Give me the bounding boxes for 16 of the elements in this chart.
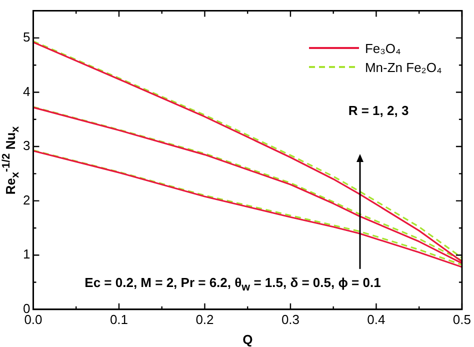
x-tick-label: 0.3 bbox=[281, 312, 300, 327]
y-tick-label: 0 bbox=[22, 300, 30, 316]
y-tick-label: 1 bbox=[22, 246, 30, 262]
x-axis-title: Q bbox=[242, 332, 253, 347]
y-tick-label: 2 bbox=[22, 192, 30, 208]
annotation: Ec = 0.2, M = 2, Pr = 6.2, θ$_{w}$ = 1.5, δ = 0.5, ϕ = 0.1 bbox=[84, 275, 381, 294]
legend-label: Fe₃O₄ bbox=[364, 40, 401, 56]
y-tick-label: 5 bbox=[22, 30, 30, 45]
annotation: R = 1, 2, 3 bbox=[348, 103, 409, 118]
x-tick-label: 0.4 bbox=[367, 312, 386, 327]
x-tick-label: 0.2 bbox=[196, 312, 214, 327]
legend-label: Mn-Zn Fe₂O₄ bbox=[364, 60, 442, 75]
x-tick-label: 0.1 bbox=[110, 312, 128, 327]
y-tick-label: 4 bbox=[22, 84, 30, 99]
y-tick-label: 3 bbox=[22, 138, 30, 154]
x-tick-label: 0.5 bbox=[452, 312, 472, 327]
